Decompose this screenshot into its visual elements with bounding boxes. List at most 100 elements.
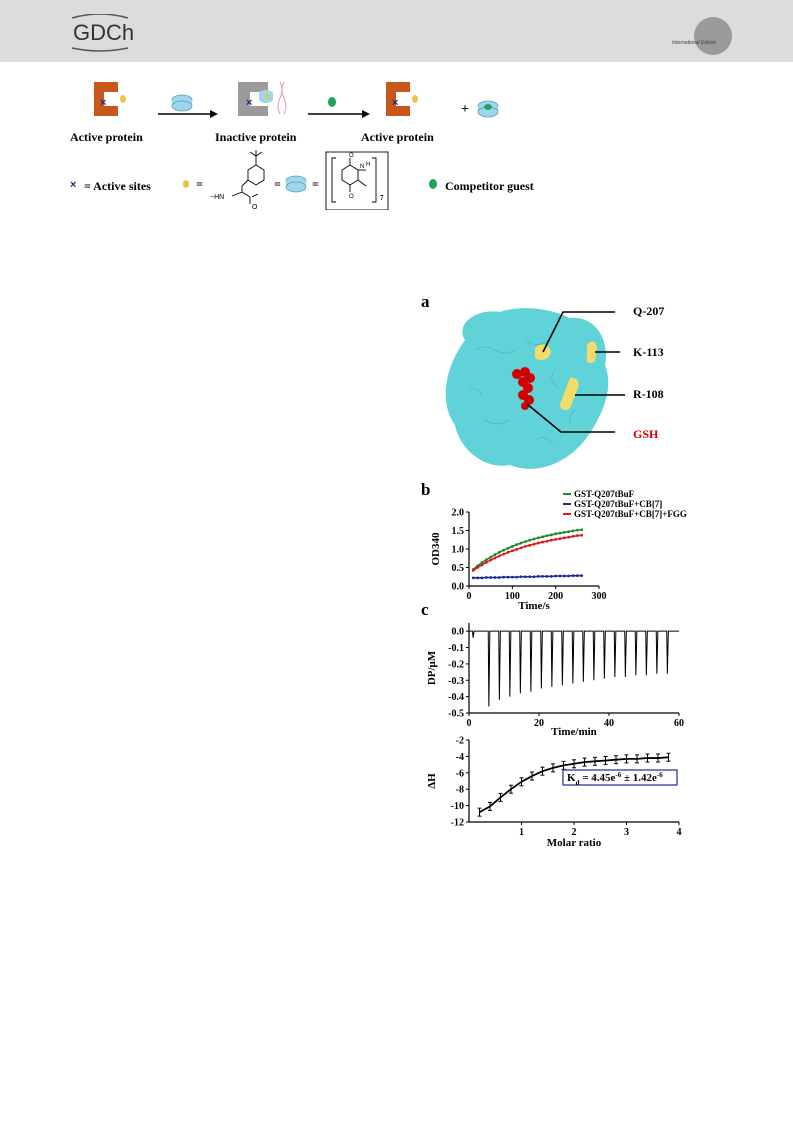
y-tick-label: -12 (451, 818, 464, 829)
data-point (558, 531, 562, 535)
data-point (476, 576, 480, 580)
y-tick-label: -0.2 (448, 659, 464, 670)
panel-a-letter: a (421, 292, 430, 311)
data-point (471, 569, 475, 572)
tbuf-guest-icon (183, 180, 189, 188)
equals-sign-1: = (196, 177, 203, 191)
data-point (510, 575, 514, 579)
data-point (575, 534, 579, 538)
data-point (541, 535, 545, 539)
x-tick-label: 20 (534, 718, 544, 729)
data-point (562, 530, 566, 534)
inactive-protein-label: Inactive protein (215, 130, 297, 144)
active-protein-label-2: Active protein (361, 130, 434, 144)
data-point (545, 539, 549, 543)
x-axis-title: Time/min (551, 726, 597, 738)
data-point (532, 537, 536, 541)
data-point (489, 555, 493, 559)
journal-header: GDCh International Edition (0, 0, 793, 62)
x-tick-label: 0 (467, 718, 472, 729)
x-tick-label: 2 (572, 827, 577, 838)
data-point (562, 536, 566, 540)
data-point (549, 574, 553, 578)
data-point (571, 574, 575, 578)
kd-annotation: Kd = 4.45e-6 ± 1.42e-6 (567, 771, 663, 787)
gsh-ligand (512, 367, 535, 410)
tbuf-nh-label: ~HN (210, 194, 224, 201)
kd-annotation-part-4: ± 1.42e (621, 772, 657, 784)
data-point (567, 574, 571, 578)
competitor-guest-icon (429, 179, 437, 189)
y-tick-label: -2 (456, 736, 464, 747)
panel-c-letter: c (421, 600, 429, 619)
protein-surface-figure (445, 308, 625, 469)
data-point (515, 547, 519, 551)
data-point (567, 535, 571, 539)
x-tick-label: 60 (674, 718, 684, 729)
data-point (523, 575, 527, 579)
cucurbituril-host-icon (171, 94, 193, 112)
competitor-guest-icon (328, 97, 336, 107)
y-tick-label: -0.4 (448, 692, 464, 703)
x-tick-label: 100 (505, 591, 520, 602)
scheme-graphics: × × (70, 81, 499, 210)
data-point (571, 529, 575, 533)
data-point (541, 574, 545, 578)
data-point (523, 545, 527, 548)
active-protein-label: Active protein (70, 130, 143, 144)
competitor-guest-label: Competitor guest (445, 179, 534, 193)
legend-label-0: GST-Q207tBuF (574, 489, 635, 499)
data-point (515, 543, 519, 546)
kd-annotation-part-1: d (576, 779, 580, 787)
y-tick-label: -4 (456, 752, 464, 763)
equals-sign-2: = (274, 177, 281, 191)
x-tick-label: 3 (624, 827, 629, 838)
data-point (502, 548, 506, 552)
data-point (506, 575, 510, 579)
data-point (510, 549, 514, 553)
data-point (484, 576, 488, 579)
arrow-icon (158, 110, 218, 118)
y-tick-label: -0.1 (448, 643, 464, 654)
data-point (575, 574, 579, 578)
residue-q207 (535, 344, 551, 360)
data-point (471, 576, 475, 580)
legend-label-2: GST-Q207tBuF+CB[7]+FGG (574, 509, 687, 519)
residue-k113 (586, 341, 597, 364)
x-tick-label: 1 (519, 827, 524, 838)
x-axis-title: Molar ratio (547, 837, 602, 849)
y-tick-label: -10 (451, 801, 464, 812)
data-point (506, 546, 510, 550)
x-tick-label: 200 (548, 591, 563, 602)
svg-text:×: × (246, 97, 252, 109)
data-point (575, 528, 579, 532)
series-line-0 (472, 528, 582, 570)
kd-annotation-part-2: = 4.45e (579, 772, 615, 784)
data-point (510, 545, 514, 548)
data-point (519, 541, 523, 545)
x-tick-label: 4 (677, 827, 682, 838)
label-k113: K-113 (633, 345, 664, 359)
data-point (502, 575, 506, 579)
data-point (541, 540, 545, 544)
arrow-icon (308, 110, 370, 118)
cb7-structure-icon (325, 151, 389, 210)
plus-sign: + (461, 102, 469, 117)
data-point (554, 537, 558, 541)
x-tick-label: 0 (467, 591, 472, 602)
cb7-o-top: O (349, 153, 354, 159)
y-axis-title: OD340 (430, 532, 442, 566)
active-sites-label: = Active sites (84, 179, 151, 193)
kd-annotation-part-5: -6 (657, 771, 663, 779)
x-tick-label: 40 (604, 718, 614, 729)
itc-thermogram (469, 630, 679, 707)
data-point (480, 561, 484, 565)
data-point (493, 576, 497, 579)
edition-text: International Edition (672, 40, 717, 46)
logo-text: GDCh (73, 20, 135, 45)
data-point (497, 576, 501, 579)
cb7-subscript: 7 (380, 194, 384, 202)
data-point (549, 533, 553, 537)
data-point (493, 556, 497, 560)
data-point (536, 541, 540, 545)
